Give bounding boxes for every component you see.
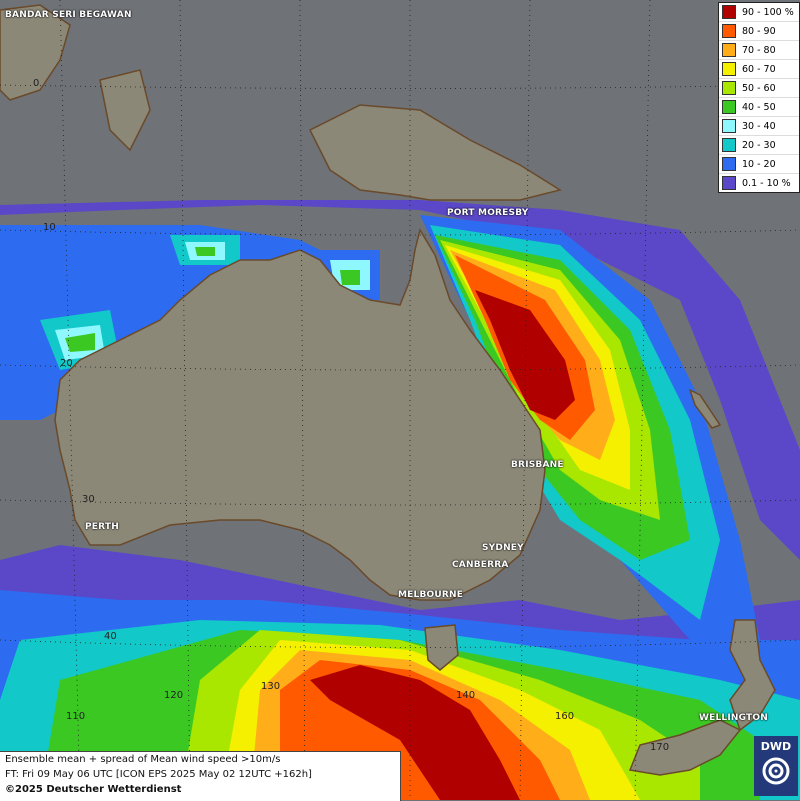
legend-item: 20 - 30 bbox=[719, 136, 799, 155]
probability-legend: 90 - 100 % 80 - 90 70 - 80 60 - 70 50 - 60 40… bbox=[718, 2, 800, 193]
lon-label-110: 110 bbox=[66, 711, 86, 722]
city-label-bandar-seri-begawan: BANDAR SERI BEGAWAN bbox=[5, 10, 132, 20]
legend-swatch bbox=[722, 100, 736, 114]
lon-label-130: 130 bbox=[261, 681, 281, 692]
lon-label-120: 120 bbox=[164, 690, 184, 701]
legend-label: 40 - 50 bbox=[742, 101, 776, 113]
landmasses bbox=[0, 4, 776, 776]
city-label-port-moresby: PORT MORESBY bbox=[447, 208, 529, 218]
legend-swatch bbox=[722, 24, 736, 38]
legend-item: 60 - 70 bbox=[719, 60, 799, 79]
city-label-canberra: CANBERRA bbox=[452, 560, 509, 570]
copyright-text: ©2025 Deutscher Wetterdienst bbox=[5, 784, 182, 795]
legend-item: 70 - 80 bbox=[719, 41, 799, 60]
lat-label-10: 10 bbox=[43, 222, 56, 233]
legend-item: 50 - 60 bbox=[719, 79, 799, 98]
legend-label: 30 - 40 bbox=[742, 120, 776, 132]
city-label-wellington: WELLINGTON bbox=[699, 713, 768, 723]
legend-label: 10 - 20 bbox=[742, 158, 776, 170]
lon-label-140: 140 bbox=[456, 690, 476, 701]
legend-item: 40 - 50 bbox=[719, 98, 799, 117]
legend-label: 60 - 70 bbox=[742, 63, 776, 75]
legend-swatch bbox=[722, 62, 736, 76]
city-label-sydney: SYDNEY bbox=[482, 543, 524, 553]
legend-swatch bbox=[722, 176, 736, 190]
legend-item: 10 - 20 bbox=[719, 155, 799, 174]
forecast-time: FT: Fri 09 May 06 UTC [ICON EPS 2025 May… bbox=[5, 769, 312, 780]
info-box: Ensemble mean + spread of Mean wind spee… bbox=[0, 751, 401, 801]
legend-swatch bbox=[722, 157, 736, 171]
legend-item: 0.1 - 10 % bbox=[719, 174, 799, 192]
legend-swatch bbox=[722, 138, 736, 152]
legend-label: 50 - 60 bbox=[742, 82, 776, 94]
legend-item: 90 - 100 % bbox=[719, 3, 799, 22]
dwd-logo-text: DWD bbox=[760, 740, 792, 753]
legend-label: 80 - 90 bbox=[742, 25, 776, 37]
lon-label-160: 160 bbox=[555, 711, 575, 722]
city-label-brisbane: BRISBANE bbox=[511, 460, 564, 470]
swirl-icon bbox=[762, 757, 790, 785]
product-title: Ensemble mean + spread of Mean wind spee… bbox=[5, 754, 281, 765]
legend-label: 70 - 80 bbox=[742, 44, 776, 56]
legend-swatch bbox=[722, 43, 736, 57]
legend-item: 30 - 40 bbox=[719, 117, 799, 136]
legend-swatch bbox=[722, 119, 736, 133]
legend-label: 0.1 - 10 % bbox=[742, 177, 791, 189]
city-label-melbourne: MELBOURNE bbox=[398, 590, 464, 600]
lon-label-170: 170 bbox=[650, 742, 670, 753]
lat-label-30: 30 bbox=[82, 494, 95, 505]
legend-swatch bbox=[722, 5, 736, 19]
city-label-perth: PERTH bbox=[85, 522, 119, 532]
dwd-logo: DWD bbox=[754, 736, 798, 796]
lat-label-0: 0 bbox=[33, 78, 40, 89]
lat-label-20: 20 bbox=[60, 358, 73, 369]
legend-swatch bbox=[722, 81, 736, 95]
legend-item: 80 - 90 bbox=[719, 22, 799, 41]
legend-label: 20 - 30 bbox=[742, 139, 776, 151]
lat-label-40: 40 bbox=[104, 631, 117, 642]
legend-label: 90 - 100 % bbox=[742, 6, 794, 18]
